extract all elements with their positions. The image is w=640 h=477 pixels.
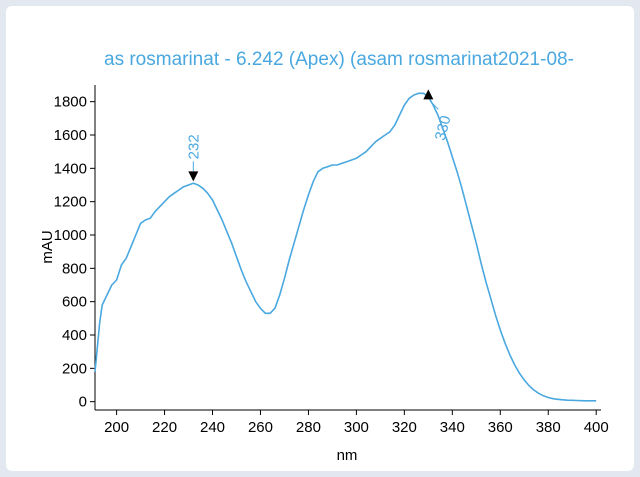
annotation-group: 232 330: [185, 89, 455, 182]
peak-marker-232: [188, 171, 199, 182]
peak-marker-330: [423, 89, 434, 100]
x-tick-label: 240: [200, 419, 225, 436]
peak-leader-330: [429, 100, 439, 110]
tick-group: 200 220 240 260 280 300 320 340 360 380 400 0 200 400…: [54, 94, 609, 436]
y-tick-label: 600: [62, 294, 87, 311]
x-tick-label: 280: [296, 419, 321, 436]
x-tick-label: 220: [152, 419, 177, 436]
x-tick-label: 360: [488, 419, 513, 436]
spectrum-line: [94, 92, 597, 402]
x-tick-label: 300: [344, 419, 369, 436]
x-tick-label: 260: [248, 419, 273, 436]
y-tick-label: 1400: [54, 160, 87, 177]
axes: [94, 85, 601, 411]
x-tick-label: 380: [536, 419, 561, 436]
x-tick-label: 400: [584, 419, 609, 436]
y-tick-label: 1000: [54, 227, 87, 244]
y-tick-label: 0: [79, 394, 87, 411]
chart-title: as rosmarinat - 6.242 (Apex) (asam rosma…: [104, 49, 574, 70]
plot-area: [95, 85, 601, 410]
peak-label-330: 330: [432, 114, 455, 143]
x-tick-label: 200: [104, 419, 129, 436]
y-tick-label: 400: [62, 327, 87, 344]
x-tick-label: 320: [392, 419, 417, 436]
y-tick-label: 200: [62, 360, 87, 377]
y-tick-label: 1800: [54, 94, 87, 111]
y-axis-label: mAU: [39, 230, 56, 263]
y-tick-label: 1600: [54, 127, 87, 144]
y-tick-label: 800: [62, 260, 87, 277]
y-tick-label: 1200: [54, 194, 87, 211]
x-axis-label: nm: [337, 447, 358, 464]
x-tick-label: 340: [440, 419, 465, 436]
peak-label-232: 232: [185, 134, 202, 159]
